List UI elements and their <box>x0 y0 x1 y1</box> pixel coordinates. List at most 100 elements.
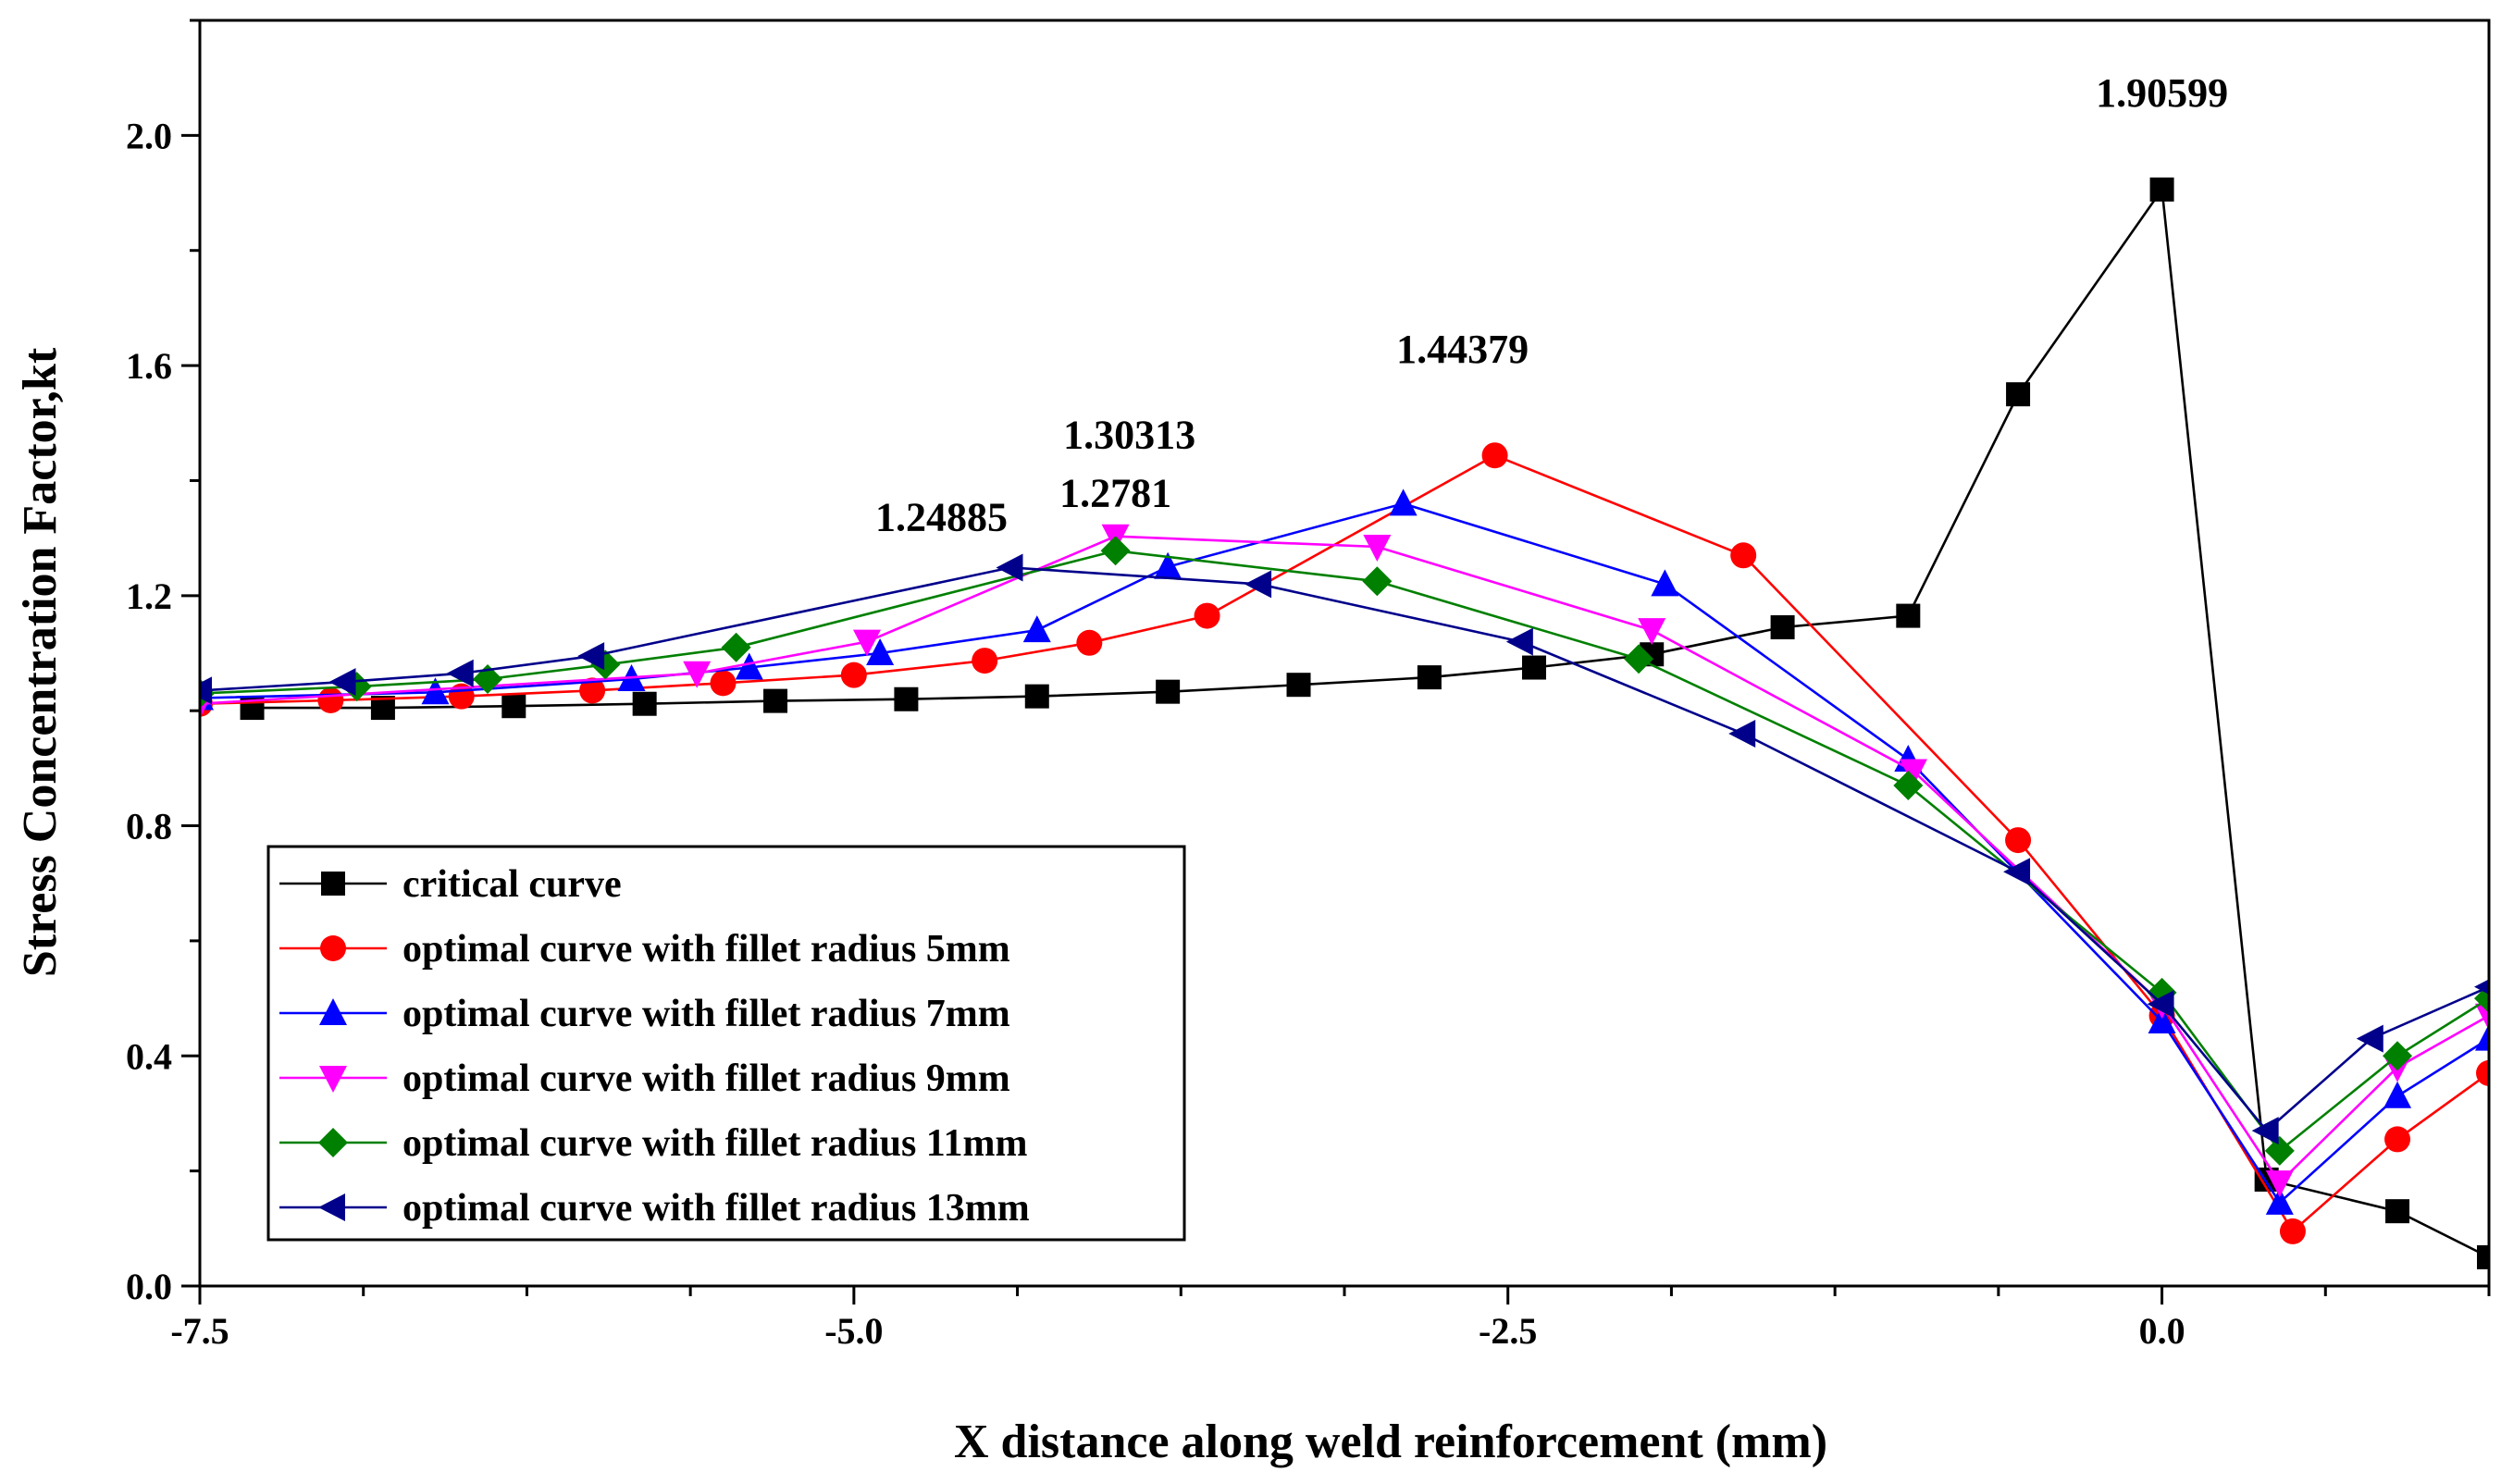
series-3-point <box>1389 488 1418 516</box>
series-3-point <box>735 652 763 680</box>
x-tick-label: -5.0 <box>824 1310 883 1352</box>
y-tick-label: 0.4 <box>126 1035 172 1077</box>
legend-label: optimal curve with fillet radius 13mm <box>402 1187 1030 1230</box>
series-3-point <box>2383 1081 2412 1108</box>
series-3-point <box>1022 615 1051 643</box>
series-3-point <box>866 638 895 665</box>
series-2-point <box>1194 602 1220 629</box>
series-1-point <box>1521 655 1546 680</box>
series-2-point <box>2005 827 2032 854</box>
series-1-point <box>1156 679 1181 704</box>
series-1-point <box>501 694 526 719</box>
series-5-point <box>2264 1135 2295 1166</box>
series-6-point <box>1505 627 1533 656</box>
series-4-point <box>683 661 712 688</box>
series-1-point <box>894 686 919 711</box>
series-1-point <box>1896 603 1921 628</box>
series-1-point <box>1770 615 1795 640</box>
y-tick-label: 1.2 <box>126 575 172 617</box>
legend-marker <box>319 998 347 1025</box>
y-tick-label: 0.8 <box>126 806 172 847</box>
series-2-point <box>2476 1059 2489 1086</box>
series-2-point <box>710 670 737 697</box>
series-6-point <box>996 553 1023 582</box>
series-5-point <box>1100 536 1131 566</box>
series-6-point <box>1728 720 1756 748</box>
series-6-point <box>446 659 474 687</box>
series-1-point <box>1286 673 1311 698</box>
legend-label: optimal curve with fillet radius 5mm <box>402 928 1010 971</box>
x-tick-label: 0.0 <box>2139 1310 2185 1352</box>
legend-label: optimal curve with fillet radius 11mm <box>402 1122 1027 1165</box>
series-5 <box>200 536 2489 1166</box>
legend-label: critical curve <box>402 863 622 906</box>
series-1-point <box>632 691 657 716</box>
y-tick-label: 1.6 <box>126 345 172 387</box>
series-2-point <box>2279 1218 2306 1244</box>
series-4-point <box>1638 618 1666 646</box>
series-2-point <box>2384 1126 2411 1153</box>
series-5-point <box>1362 566 1393 597</box>
x-axis-title: X distance along weld reinforcement (mm) <box>954 1416 1827 1468</box>
series-1-point <box>2477 1244 2489 1269</box>
series-6-point <box>200 676 212 705</box>
series-3-point <box>421 677 450 705</box>
legend-marker <box>318 1193 345 1221</box>
y-axis-title: Stress Concentration Factor,kt <box>14 347 67 977</box>
series-3-point <box>1154 551 1182 579</box>
series-5-point <box>2383 1041 2413 1071</box>
series-1-point <box>2006 382 2031 407</box>
series-2-point <box>972 648 998 674</box>
series-5-point <box>721 632 751 662</box>
series-6-point <box>328 668 356 697</box>
peak-annotation: 1.30313 <box>1063 413 1195 458</box>
peak-annotation: 1.24885 <box>875 494 1008 539</box>
series-2-point <box>1481 442 1508 469</box>
series-4-point <box>2475 1003 2489 1031</box>
x-tick-label: -7.5 <box>170 1310 229 1352</box>
series-5-point <box>1893 771 1924 801</box>
series-4-point <box>852 629 881 657</box>
legend-marker <box>320 935 346 961</box>
legend-label: optimal curve with fillet radius 9mm <box>402 1057 1010 1100</box>
series-6-point <box>2474 979 2489 995</box>
series-4-point <box>1899 759 1927 786</box>
series-1-point <box>2385 1199 2410 1224</box>
series-1-point <box>763 688 788 713</box>
legend-box <box>266 845 1186 1242</box>
series-4-point <box>1363 534 1392 562</box>
legend-label: optimal curve with fillet radius 7mm <box>402 993 1010 1035</box>
series-3-point <box>2475 1023 2489 1051</box>
legend-marker <box>321 872 345 896</box>
legend-marker <box>318 1128 348 1157</box>
series-6 <box>200 553 2489 1145</box>
series-1-point <box>1417 665 1442 690</box>
series-6-point <box>2356 1024 2383 1053</box>
series-2-point <box>1730 542 1757 569</box>
peak-annotation: 1.2781 <box>1059 470 1171 515</box>
series-4-point <box>2265 1170 2294 1198</box>
series-1-point <box>2149 177 2174 202</box>
series-3-point <box>2148 1006 2176 1033</box>
series-6-point <box>2147 990 2174 1019</box>
series-6-point <box>2003 858 2031 886</box>
series-3-point <box>2265 1187 2294 1215</box>
x-tick-label: -2.5 <box>1479 1310 1537 1352</box>
series-6-point <box>1244 570 1272 599</box>
series-3-point <box>1651 569 1679 597</box>
peak-annotation: 1.44379 <box>1396 327 1529 372</box>
series-5-point <box>1624 644 1654 674</box>
series-2-point <box>317 686 344 713</box>
series-2-point <box>579 677 606 704</box>
y-tick-label: 2.0 <box>126 115 172 156</box>
legend-marker <box>319 1066 347 1093</box>
series-6-point <box>2251 1117 2279 1145</box>
series-6-point <box>577 642 605 671</box>
peak-annotation: 1.90599 <box>2096 70 2228 116</box>
series-2-point <box>1076 629 1103 656</box>
series-2-point <box>840 662 867 688</box>
series-1-point <box>1024 684 1049 709</box>
